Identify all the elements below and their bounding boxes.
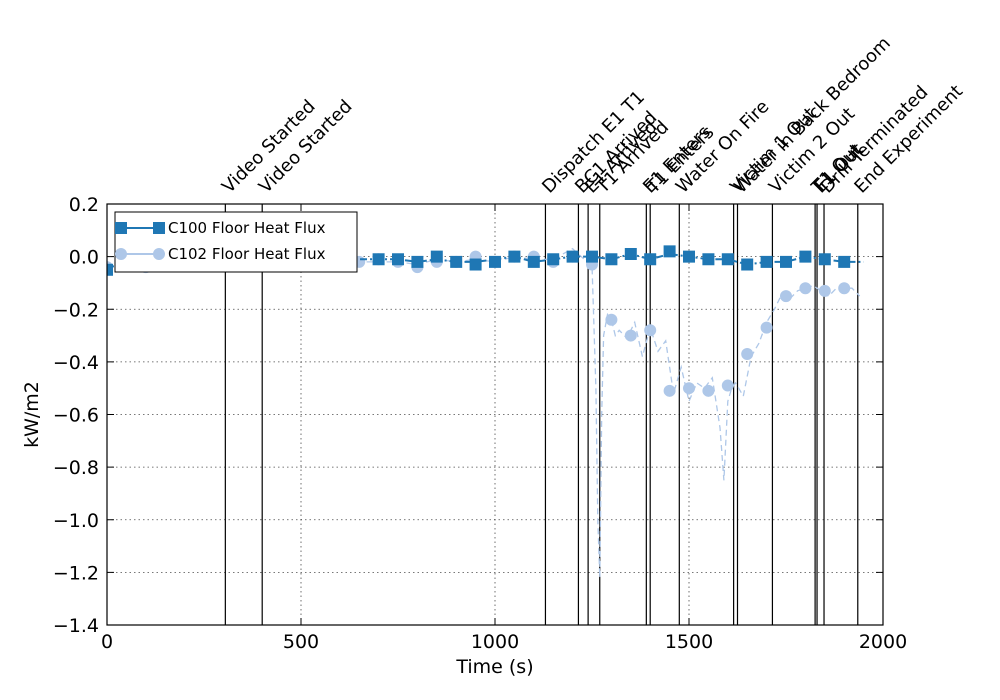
data-point-c102 [838,282,851,295]
data-point-c102 [741,347,754,360]
y-tick-label: 0.2 [69,194,99,216]
y-tick-label: −0.8 [53,457,99,479]
x-axis-label: Time (s) [455,656,533,678]
data-point-c102 [624,329,637,342]
data-point-c100 [818,253,831,266]
data-point-c100 [760,255,773,268]
data-point-c102 [605,313,618,326]
data-point-c100 [392,253,404,266]
data-point-c102 [644,324,657,337]
data-point-c100 [450,255,463,268]
ticks: 0 500 1000 1500 2000 −1.4 −1.2 −1.0 −0.8 −0.6 −0.4… [53,194,907,653]
data-point-c100 [663,245,676,258]
data-point-c100 [838,255,851,268]
y-tick-label: −1.4 [53,615,99,637]
data-point-c100 [527,255,540,268]
data-point-c100 [702,253,715,266]
data-point-c100 [508,250,521,263]
x-tick-label: 1000 [471,631,519,653]
data-point-c102 [683,382,695,395]
data-point-c100 [469,258,482,271]
x-tick-label: 500 [283,631,319,653]
series-line-c102 [107,247,861,578]
data-point-c100 [799,250,812,263]
y-tick-label: 0.0 [69,247,99,269]
data-point-c102 [702,384,715,397]
data-point-c102 [721,379,734,392]
data-point-c100 [107,263,113,276]
y-tick-label: −0.4 [53,352,99,374]
series-line-c100 [107,252,864,269]
x-tick-label: 0 [101,631,113,653]
x-tick-label: 2000 [859,631,907,653]
y-axis-label: kW/m2 [21,381,43,448]
data-point-c100 [430,250,443,263]
data-point-c100 [547,253,560,266]
y-tick-label: −1.0 [53,510,99,532]
data-point-c100 [721,253,734,266]
data-point-c100 [586,250,598,263]
data-point-c100 [780,255,792,268]
data-point-c100 [683,250,695,263]
legend-marker-c100 [153,222,165,234]
y-tick-label: −0.2 [53,299,99,321]
legend-marker-c102 [153,248,165,260]
legend-label-c100: C100 Floor Heat Flux [168,219,326,237]
data-point-c100 [411,255,424,268]
data-point-c102 [799,282,812,295]
data-point-c100 [624,247,637,260]
data-point-c100 [566,250,579,263]
data-point-c100 [605,253,618,266]
data-point-c100 [741,258,754,271]
data-point-c102 [780,290,792,303]
legend-item-c100: C100 Floor Heat Flux [115,219,326,237]
y-tick-label: −1.2 [53,562,99,584]
data-point-c102 [663,384,676,397]
x-tick-label: 1500 [665,631,713,653]
legend-marker-c100 [115,222,127,234]
y-tick-label: −0.6 [53,405,99,427]
legend-item-c102: C102 Floor Heat Flux [115,245,326,263]
data-point-c100 [372,253,385,266]
legend-marker-c102 [115,248,127,260]
event-lines [224,204,859,625]
legend-label-c102: C102 Floor Heat Flux [168,245,326,263]
data-point-c102 [818,284,831,297]
legend: C100 Floor Heat Flux C102 Floor Heat Flu… [114,211,358,273]
data-point-c100 [644,253,657,266]
data-point-c102 [760,321,773,334]
data-point-c100 [489,255,501,268]
